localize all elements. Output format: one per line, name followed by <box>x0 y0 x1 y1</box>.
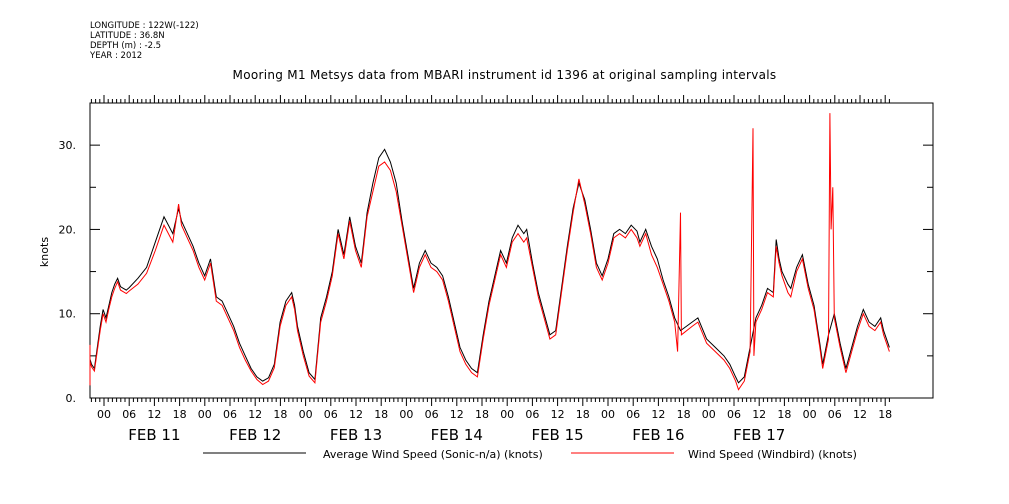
y-axis-label: knots <box>38 237 51 267</box>
series-average-wind-speed <box>89 148 890 384</box>
x-tick-label: 06 <box>122 408 136 421</box>
x-day-label: FEB 16 <box>632 426 684 444</box>
x-tick-label: 18 <box>677 408 691 421</box>
x-day-label: FEB 12 <box>229 426 281 444</box>
x-tick-label: 18 <box>576 408 590 421</box>
plot-frame <box>89 102 934 399</box>
latitude-label: LATITUDE : 36.8N <box>90 31 165 41</box>
x-tick-label: 12 <box>551 408 565 421</box>
y-tick-label: 30. <box>59 139 77 152</box>
longitude-label: LONGITUDE : 122W(-122) <box>90 21 199 31</box>
x-tick-label: 06 <box>425 408 439 421</box>
x-tick-label: 00 <box>198 408 212 421</box>
series-windbird-wind-speed <box>89 113 890 391</box>
x-tick-label: 06 <box>525 408 539 421</box>
y-tick-label: 20. <box>59 223 77 236</box>
year-label: YEAR : 2012 <box>90 51 143 61</box>
x-tick-label: 00 <box>399 408 413 421</box>
x-tick-label: 18 <box>173 408 187 421</box>
x-tick-label: 06 <box>223 408 237 421</box>
x-tick-label: 00 <box>299 408 313 421</box>
y-tick-label: 0. <box>66 392 77 405</box>
x-tick-label: 06 <box>626 408 640 421</box>
x-day-label: FEB 15 <box>531 426 583 444</box>
legend-label-average: Average Wind Speed (Sonic-n/a) (knots) <box>323 448 543 461</box>
x-tick-label: 18 <box>273 408 287 421</box>
x-tick-label: 18 <box>374 408 388 421</box>
depth-label: DEPTH (m) : -2.5 <box>90 41 162 51</box>
series-layer <box>89 113 890 391</box>
chart-title: Mooring M1 Metsys data from MBARI instru… <box>232 68 777 82</box>
x-day-label: FEB 17 <box>733 426 785 444</box>
x-tick-label: 12 <box>349 408 363 421</box>
x-day-label: FEB 14 <box>431 426 483 444</box>
x-tick-label: 18 <box>878 408 892 421</box>
x-day-label: FEB 13 <box>330 426 382 444</box>
x-tick-label: 12 <box>248 408 262 421</box>
legend: Average Wind Speed (Sonic-n/a) (knots) W… <box>203 448 857 461</box>
x-tick-label: 12 <box>147 408 161 421</box>
x-tick-label: 00 <box>97 408 111 421</box>
x-tick-label: 18 <box>475 408 489 421</box>
x-tick-label: 12 <box>853 408 867 421</box>
x-tick-label: 00 <box>702 408 716 421</box>
x-tick-label: 18 <box>777 408 791 421</box>
x-tick-label: 00 <box>601 408 615 421</box>
x-tick-label: 12 <box>450 408 464 421</box>
x-tick-label: 00 <box>803 408 817 421</box>
plot-axes: 0. 10. 20. 30. 00 06 12 18 00 06 12 18 00 06 12 18 00 06 1… <box>59 95 934 444</box>
x-tick-label: 06 <box>324 408 338 421</box>
x-tick-label: 12 <box>752 408 766 421</box>
x-tick-label: 06 <box>727 408 741 421</box>
x-day-label: FEB 11 <box>128 426 180 444</box>
legend-label-windbird: Wind Speed (Windbird) (knots) <box>688 448 857 461</box>
x-tick-label: 12 <box>651 408 665 421</box>
x-tick-label: 00 <box>500 408 514 421</box>
y-tick-label: 10. <box>59 308 77 321</box>
metadata-block: LONGITUDE : 122W(-122) LATITUDE : 36.8N … <box>90 21 199 61</box>
x-tick-label: 06 <box>828 408 842 421</box>
